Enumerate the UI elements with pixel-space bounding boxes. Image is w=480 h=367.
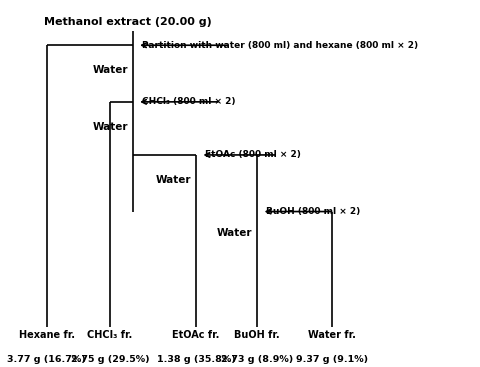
Text: Water: Water [217, 228, 252, 238]
Text: Hexane fr.: Hexane fr. [19, 330, 74, 340]
Text: EtOAc (800 ml × 2): EtOAc (800 ml × 2) [205, 150, 301, 159]
Text: 2.73 g (8.9%): 2.73 g (8.9%) [221, 355, 293, 364]
Text: Water fr.: Water fr. [308, 330, 356, 340]
Text: EtOAc fr.: EtOAc fr. [172, 330, 220, 340]
Text: CHCl₃ fr.: CHCl₃ fr. [87, 330, 132, 340]
Text: BuOH (800 ml × 2): BuOH (800 ml × 2) [266, 207, 360, 216]
Text: Water: Water [156, 175, 192, 185]
Text: CHCl₃ (800 ml × 2): CHCl₃ (800 ml × 2) [142, 97, 235, 106]
Text: Water: Water [93, 65, 128, 75]
Text: 3.77 g (16.7%): 3.77 g (16.7%) [7, 355, 86, 364]
Text: Water: Water [93, 122, 128, 132]
Text: BuOH fr.: BuOH fr. [234, 330, 280, 340]
Text: 9.37 g (9.1%): 9.37 g (9.1%) [296, 355, 368, 364]
Text: Methanol extract (20.00 g): Methanol extract (20.00 g) [44, 17, 212, 27]
Text: 1.38 g (35.8%): 1.38 g (35.8%) [156, 355, 235, 364]
Text: Partition with water (800 ml) and hexane (800 ml × 2): Partition with water (800 ml) and hexane… [142, 41, 418, 50]
Text: 2.75 g (29.5%): 2.75 g (29.5%) [71, 355, 149, 364]
